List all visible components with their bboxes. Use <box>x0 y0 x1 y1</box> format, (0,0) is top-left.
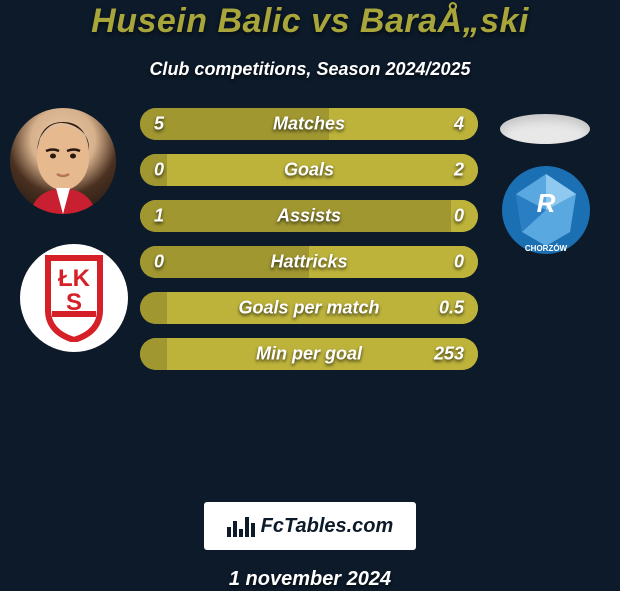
svg-text:ŁK: ŁK <box>58 265 91 292</box>
stat-bar: 0 2 Goals <box>140 154 478 186</box>
stat-bar: 1 0 Assists <box>140 200 478 232</box>
bar-value-right: 253 <box>434 344 464 365</box>
bar-value-right: 2 <box>454 160 464 181</box>
club-right-badge-icon: R CHORZÓW <box>500 164 592 256</box>
player-right-avatar <box>500 114 590 144</box>
club-right-logo: R CHORZÓW <box>500 164 592 256</box>
footer-brand-badge: FcTables.com <box>204 502 416 550</box>
comparison-layout: ŁK S R CHORZÓW 54Matches02Goals10Assis <box>8 108 612 488</box>
bar-value-right: 0.5 <box>439 298 464 319</box>
svg-text:CHORZÓW: CHORZÓW <box>525 244 568 253</box>
bar-label: Goals per match <box>238 298 379 319</box>
bar-label: Min per goal <box>256 344 362 365</box>
bar-value-right: 4 <box>454 114 464 135</box>
stat-bar: 0.5 Goals per match <box>140 292 478 324</box>
svg-text:R: R <box>537 188 556 218</box>
player-left-avatar <box>10 108 116 214</box>
bar-value-right: 0 <box>454 206 464 227</box>
bar-value-left: 0 <box>154 160 164 181</box>
club-left-badge-icon: ŁK S <box>38 254 110 342</box>
stats-bars: 5 4 Matches 0 2 Goals 1 0 Assists 0 0 Hattricks 0.5 G… <box>140 108 478 370</box>
bar-value-right: 0 <box>454 252 464 273</box>
bar-value-left: 0 <box>154 252 164 273</box>
bar-value-left: 5 <box>154 114 164 135</box>
stat-bar: 253 Min per goal <box>140 338 478 370</box>
chart-icon <box>227 515 255 537</box>
page-title: Husein Balic vs BaraÅ„ski <box>8 2 612 41</box>
stat-bar: 5 4 Matches <box>140 108 478 140</box>
bar-label: Assists <box>277 206 341 227</box>
bar-fill-left <box>140 338 167 370</box>
subtitle: Club competitions, Season 2024/2025 <box>8 59 612 80</box>
footer-brand-text: FcTables.com <box>261 515 394 538</box>
bar-label: Hattricks <box>270 252 347 273</box>
bar-fill-left <box>140 292 167 324</box>
player-left-face-icon <box>10 108 116 214</box>
club-left-logo: ŁK S <box>20 244 128 352</box>
bar-value-left: 1 <box>154 206 164 227</box>
bar-label: Matches <box>273 114 345 135</box>
bar-label: Goals <box>284 160 334 181</box>
stat-bar: 0 0 Hattricks <box>140 246 478 278</box>
